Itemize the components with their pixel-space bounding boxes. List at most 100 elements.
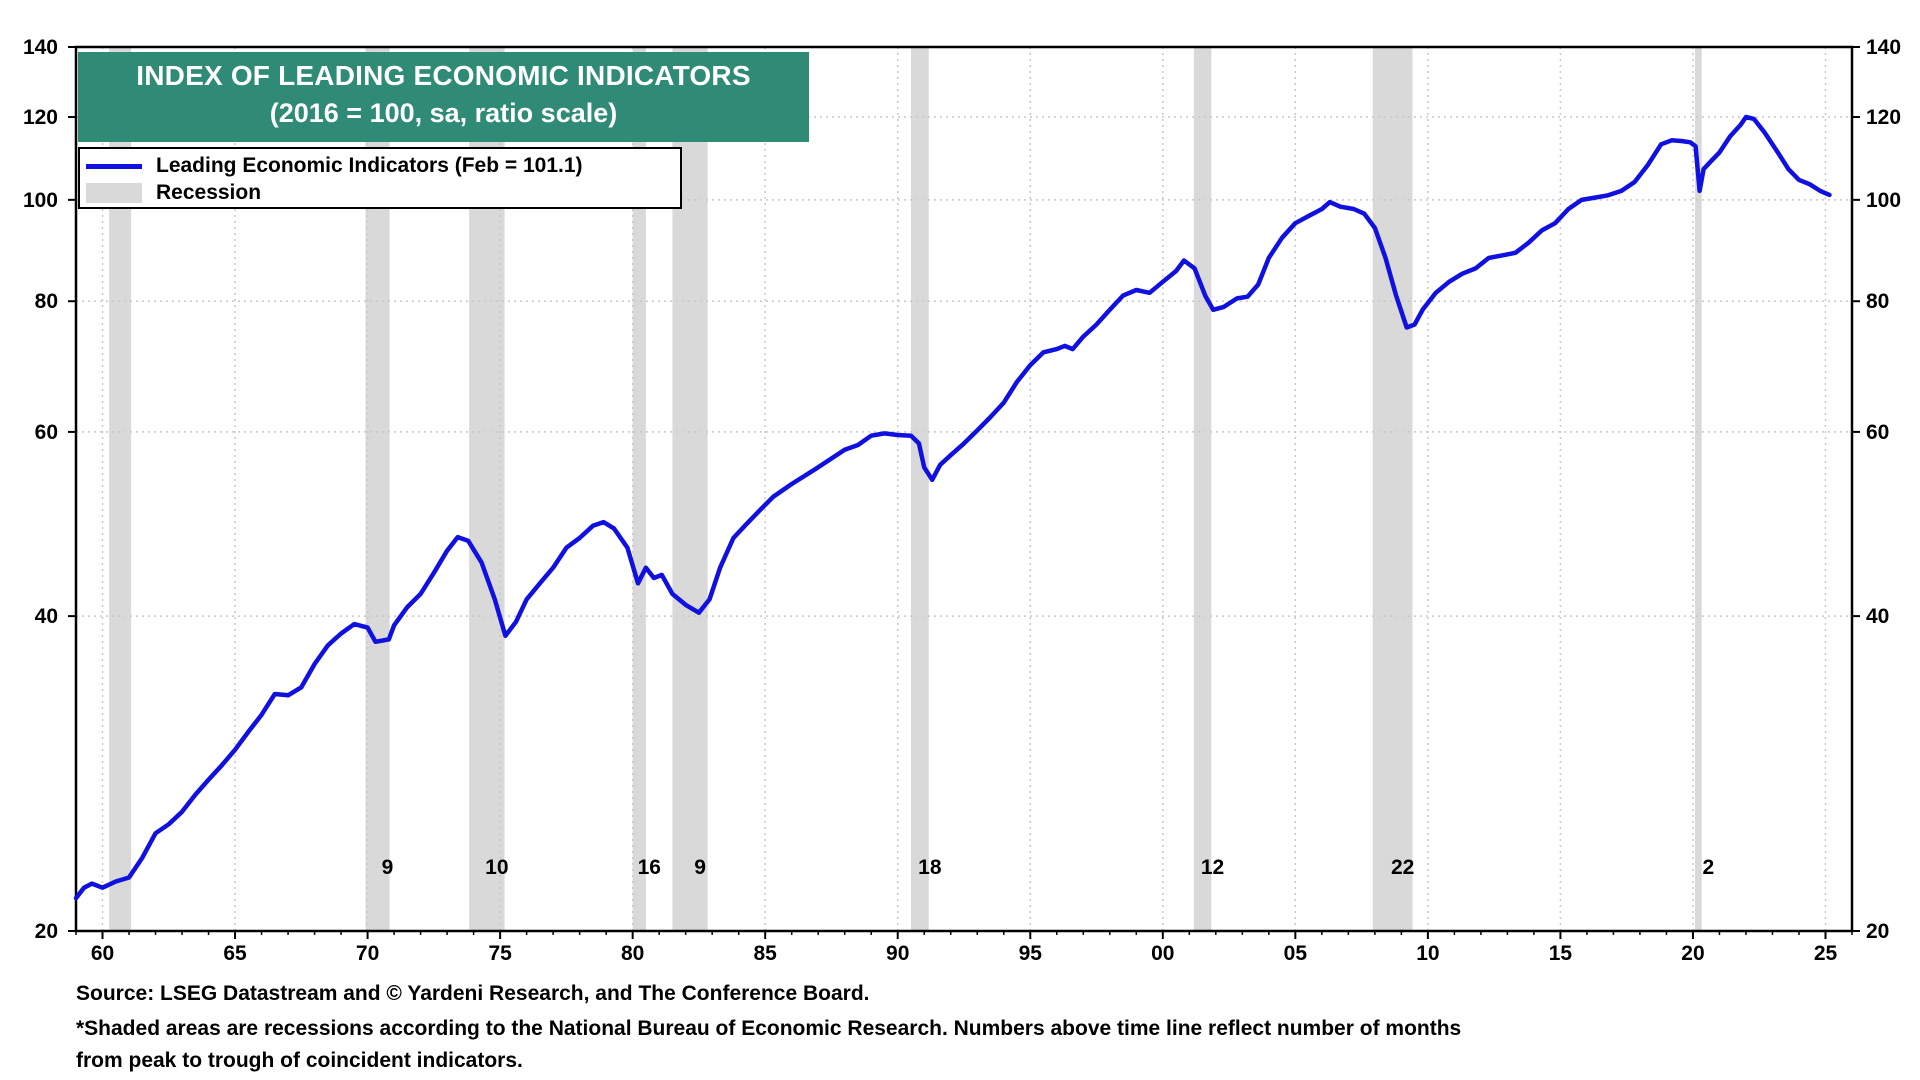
series-point <box>1435 291 1437 294</box>
series-point <box>1204 294 1207 297</box>
series-point <box>1162 280 1164 283</box>
series-point <box>1729 135 1731 138</box>
y-tick-label-right: 140 <box>1866 36 1901 59</box>
series-point <box>1710 159 1713 162</box>
series-point <box>1739 123 1742 126</box>
recession-month-labels: 9 10 16 9 18 12 22 2 <box>382 856 1715 879</box>
legend-item-recession: Recession <box>86 180 261 206</box>
series-point <box>539 582 541 585</box>
series-point <box>1745 116 1747 118</box>
legend: Leading Economic Indicators (Feb = 101.1… <box>78 147 682 209</box>
series-point <box>578 537 581 539</box>
series-point <box>1135 289 1138 291</box>
series-point <box>1580 199 1583 201</box>
series-point <box>1042 351 1045 354</box>
series-point <box>719 566 721 569</box>
x-tick-label: 05 <box>1284 942 1308 965</box>
series-point <box>637 582 639 585</box>
series-point <box>1633 181 1636 183</box>
series-point <box>1294 222 1297 224</box>
series-point <box>91 882 93 885</box>
series-point <box>1095 323 1098 326</box>
series-point <box>1660 143 1662 146</box>
x-tick-label: 25 <box>1814 942 1838 965</box>
series-point <box>1554 222 1556 224</box>
x-tick-label: 65 <box>223 942 247 965</box>
series-point <box>207 778 210 781</box>
axes: 20 20 40 40 60 60 80 80 100 100 120 120 140 140 60 65 70… <box>23 36 1901 965</box>
recession-months-label: 12 <box>1201 856 1224 879</box>
series-point <box>313 663 316 665</box>
series-point <box>1281 236 1283 239</box>
plot-frame <box>74 45 1854 933</box>
series-point <box>194 793 197 796</box>
series-point <box>1514 251 1517 254</box>
series-point <box>671 593 674 595</box>
x-tick-label: 20 <box>1681 942 1704 965</box>
series-line-leading-indicators <box>73 114 1832 901</box>
x-tick-label: 90 <box>886 942 909 965</box>
series-point <box>1363 212 1366 215</box>
series-point <box>1339 205 1342 208</box>
series-point <box>1698 190 1701 192</box>
series-point <box>1819 190 1821 192</box>
series-point <box>1352 208 1355 210</box>
series-point <box>406 606 409 608</box>
series-point <box>1647 164 1649 166</box>
series-point <box>1016 380 1018 383</box>
series-point <box>1122 294 1124 297</box>
series <box>73 114 1832 901</box>
series-point <box>613 527 615 530</box>
series-point <box>515 621 517 623</box>
series-point <box>260 713 263 716</box>
series-point <box>1474 267 1477 270</box>
series-point <box>910 434 912 437</box>
series-point <box>963 442 965 445</box>
series-point <box>141 856 144 859</box>
series-point <box>1620 190 1623 192</box>
series-point <box>772 496 774 498</box>
series-point <box>949 454 952 457</box>
series-point <box>989 416 992 418</box>
legend-line-swatch <box>86 163 142 169</box>
series-point <box>918 442 920 445</box>
y-tick-label-right: 100 <box>1866 189 1901 212</box>
recession-months-label: 9 <box>382 856 394 879</box>
series-point <box>1029 364 1032 366</box>
recession-bands <box>109 47 1702 931</box>
y-tick-label-left: 140 <box>23 36 58 59</box>
series-point <box>552 566 554 569</box>
y-tick-label-left: 80 <box>35 290 58 313</box>
recession-footnote-line2: from peak to trough of coincident indica… <box>76 1049 523 1072</box>
series-point <box>154 832 157 835</box>
series-point <box>1541 229 1543 232</box>
series-point <box>387 638 390 641</box>
series-point <box>433 572 435 574</box>
series-point <box>661 574 663 576</box>
series-point <box>1212 309 1214 311</box>
series-point <box>167 823 170 826</box>
series-point <box>653 577 655 579</box>
series-point <box>1567 208 1570 210</box>
series-point <box>128 876 130 879</box>
series-point <box>1236 297 1238 300</box>
series-point <box>101 886 104 889</box>
series-point <box>287 694 289 697</box>
series-point <box>1607 194 1609 197</box>
series-point <box>1395 294 1397 297</box>
series-point <box>1413 323 1416 326</box>
recession-months-label: 16 <box>638 856 661 879</box>
series-point <box>857 444 859 446</box>
series-point <box>1488 257 1490 259</box>
recession-band <box>910 47 929 931</box>
series-point <box>1384 257 1387 259</box>
series-point <box>480 561 483 564</box>
chart-title: INDEX OF LEADING ECONOMIC INDICATORS <box>136 60 751 91</box>
series-point <box>1527 241 1530 244</box>
x-tick-label: 60 <box>91 942 114 965</box>
series-point <box>234 749 236 751</box>
series-point <box>1222 306 1225 308</box>
series-point <box>300 686 303 689</box>
y-tick-label-right: 20 <box>1866 920 1889 943</box>
